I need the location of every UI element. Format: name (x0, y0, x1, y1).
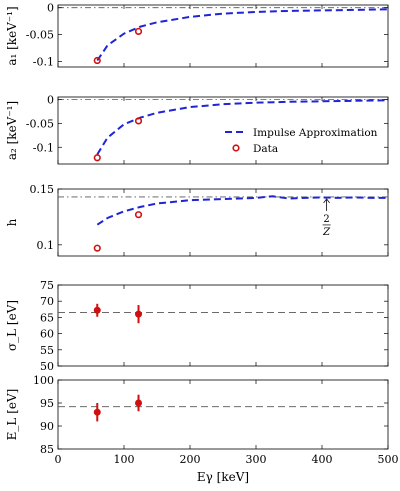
xtick-label: 0 (55, 453, 62, 466)
panel-1-data-point (93, 56, 101, 65)
panel-5-frame (57, 379, 389, 450)
panel-3-data-point (93, 244, 101, 252)
panel-2-ylabel: a₂ [keV⁻¹] (5, 101, 19, 160)
panel-2-data-point (134, 117, 143, 125)
annotation-arrow-head (323, 198, 330, 204)
panel-2-frame (57, 96, 389, 165)
panel-3-ylabel: h (5, 218, 19, 226)
x-axis-label: Eγ [keV] (197, 470, 249, 484)
panel-2-impulse-approximation-line (96, 99, 389, 155)
xtick-label: 300 (246, 453, 267, 466)
panel-5-ytick-label: 85 (40, 443, 54, 456)
panel-1-ytick-label: -0.1 (33, 56, 54, 69)
panel-1-ytick-label: 0 (47, 2, 54, 15)
panel-2-data-point (93, 154, 101, 162)
xtick-label: 500 (378, 453, 399, 466)
panel-5-data-point (135, 399, 143, 407)
panel-1-ylabel: a₁ [keV⁻¹] (5, 6, 19, 65)
panel-4-ytick-label: 65 (40, 311, 54, 324)
panel-2-ytick-label: 0 (47, 93, 54, 106)
xtick-label: 400 (312, 453, 333, 466)
panel-5-ytick-label: 100 (33, 374, 54, 387)
panel-4-ytick-label: 55 (40, 344, 54, 357)
panel-3-impulse-approximation-line (96, 195, 388, 226)
panel-4-ytick-label: 70 (40, 295, 54, 308)
panel-3-ytick-label: 0.15 (30, 183, 55, 196)
legend-entry-label: Data (253, 143, 278, 155)
panel-5-ytick-label: 90 (40, 420, 54, 433)
legend-circle-swatch (232, 144, 240, 152)
panel-5-ytick-label: 95 (40, 397, 54, 410)
panel-1-data-point (134, 27, 143, 36)
xtick-label: 100 (114, 453, 135, 466)
panel-4-frame (57, 284, 389, 367)
panel-5-ylabel: E_L [eV] (5, 389, 19, 441)
panel-5-data-point (93, 408, 101, 416)
annotation-numerator: 2 (323, 214, 329, 225)
panel-1-ytick-label: -0.05 (26, 29, 54, 42)
panel-4-data-point (135, 310, 143, 318)
xtick-label: 200 (180, 453, 201, 466)
panel-4-data-point (93, 306, 101, 314)
panel-2-ytick-label: -0.05 (26, 117, 54, 130)
panel-1-impulse-approximation-line (96, 8, 389, 62)
panel-4-ylabel: σ_L [eV] (5, 300, 19, 351)
panel-3-ytick-label: 0.1 (37, 239, 55, 252)
panel-1-frame (57, 4, 389, 68)
annotation-denominator: Z (322, 227, 331, 238)
panel-4-ytick-label: 60 (40, 328, 54, 341)
panel-2-ytick-label: -0.1 (33, 141, 54, 154)
panel-4-ytick-label: 75 (40, 279, 54, 292)
panel-3-data-point (134, 211, 143, 219)
panel-4-ytick-label: 50 (40, 360, 54, 373)
panel-3-frame (57, 188, 389, 257)
legend-entry-label: Impulse Approximation (253, 127, 378, 139)
